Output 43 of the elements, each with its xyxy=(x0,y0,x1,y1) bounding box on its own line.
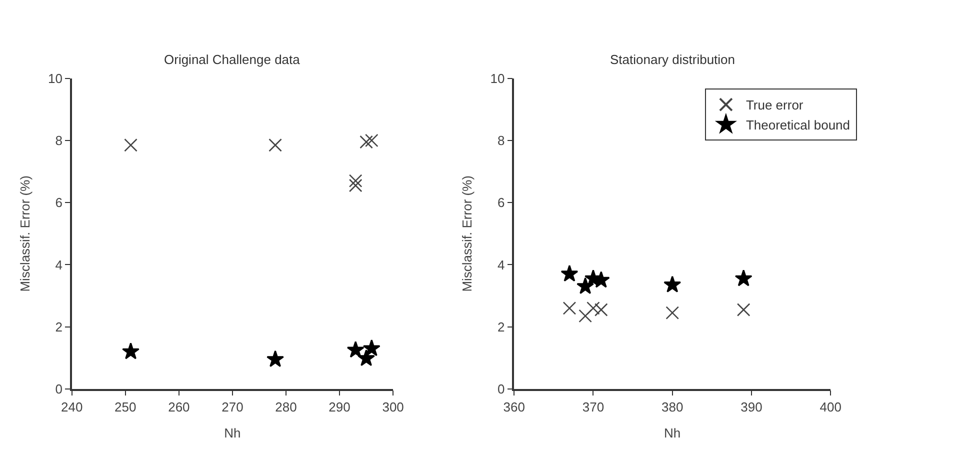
x-axis-title: Nh xyxy=(664,425,681,440)
point xyxy=(358,349,376,366)
point xyxy=(360,135,373,149)
y-tick-label: 4 xyxy=(498,257,505,272)
point xyxy=(122,342,140,360)
chart-title: Stationary distribution xyxy=(610,52,736,67)
point xyxy=(268,138,282,152)
y-tick-label: 8 xyxy=(55,133,63,148)
x-tick-label: 370 xyxy=(582,399,604,414)
y-axis-title: Misclassif. Error (%) xyxy=(17,176,32,292)
point xyxy=(364,134,378,148)
y-tick-label: 10 xyxy=(48,70,63,86)
point xyxy=(348,178,362,192)
y-tick-label: 2 xyxy=(55,319,63,334)
point xyxy=(266,350,284,367)
x-tick-label: 260 xyxy=(168,399,190,414)
y-tick-label: 6 xyxy=(55,195,63,210)
x-tick-label: 390 xyxy=(740,399,762,414)
point xyxy=(346,340,364,358)
y-axis-title: Misclassif. Error (%) xyxy=(460,176,475,292)
x-tick-label: 290 xyxy=(328,399,350,414)
x-tick-label: 360 xyxy=(503,399,525,414)
y-tick-label: 0 xyxy=(55,381,63,396)
point xyxy=(348,174,362,188)
legend-label: Theoretical bound xyxy=(746,118,850,133)
x-tick-label: 250 xyxy=(114,399,136,414)
y-tick-label: 4 xyxy=(55,257,63,272)
point xyxy=(362,339,380,356)
x-tick-label: 400 xyxy=(820,399,842,414)
x-tick-label: 240 xyxy=(61,399,83,414)
x-tick-label: 380 xyxy=(662,399,684,414)
x-tick-label: 300 xyxy=(382,399,404,414)
y-tick-label: 10 xyxy=(490,70,505,86)
x-tick-label: 280 xyxy=(275,399,297,414)
y-tick-label: 2 xyxy=(498,319,505,334)
y-tick-label: 8 xyxy=(498,133,505,148)
x-axis-title: Nh xyxy=(224,425,241,440)
y-tick-label: 6 xyxy=(498,195,505,210)
legend-label: True error xyxy=(746,98,804,113)
x-tick-label: 270 xyxy=(222,399,244,414)
point xyxy=(124,138,138,152)
y-tick-label: 0 xyxy=(498,381,505,396)
chart-title: Original Challenge data xyxy=(164,52,301,67)
